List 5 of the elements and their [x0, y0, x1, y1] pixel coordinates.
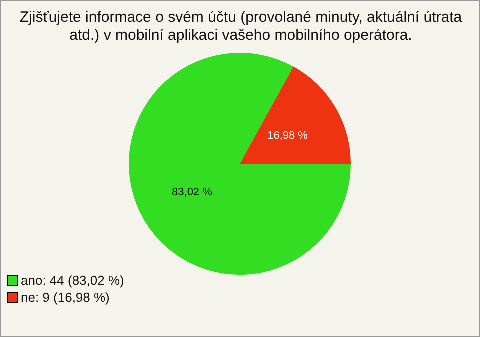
legend-label: ne: 9 (16,98 %) [21, 290, 110, 305]
data-label: 16,98 % [268, 130, 308, 142]
legend-label: ano: 44 (83,02 %) [21, 273, 124, 288]
chart-title: Zjišťujete informace o svém účtu (provolané minuty, aktuální útrata atd.) v mobilní aplikaci vašeho mobilního operátora. [18, 9, 464, 45]
data-label: 83,02 % [172, 186, 213, 198]
